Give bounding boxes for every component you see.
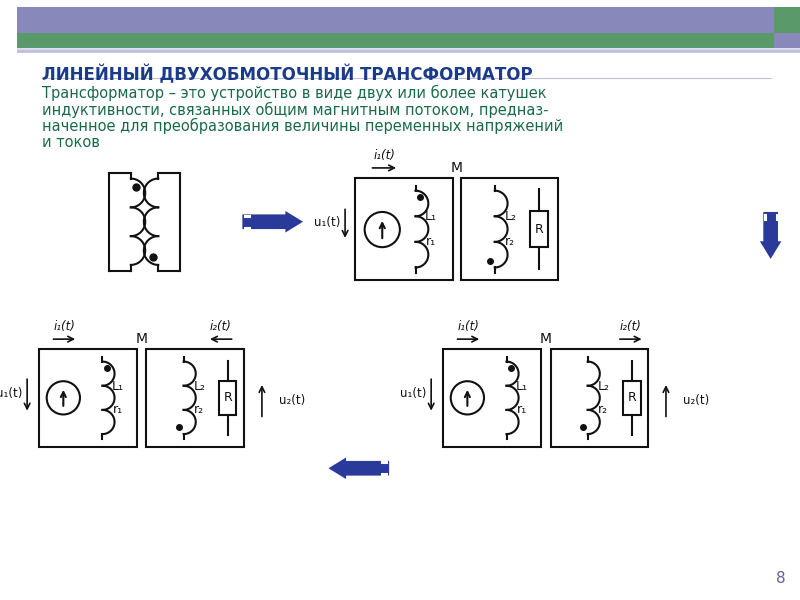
Text: u₁(t): u₁(t) xyxy=(314,217,341,229)
Text: и токов: и токов xyxy=(42,134,100,149)
FancyArrow shape xyxy=(242,211,303,232)
Bar xyxy=(18,7,774,33)
Text: ЛИНЕЙНЫЙ ДВУХОБМОТОЧНЫЙ ТРАНСФОРМАТОР: ЛИНЕЙНЫЙ ДВУХОБМОТОЧНЫЙ ТРАНСФОРМАТОР xyxy=(42,65,533,85)
Text: R: R xyxy=(534,223,543,236)
Text: r₂: r₂ xyxy=(598,403,609,416)
Text: индуктивности, связанных общим магнитным потоком, предназ-: индуктивности, связанных общим магнитным… xyxy=(42,101,548,118)
Text: r₁: r₁ xyxy=(517,403,527,416)
Bar xyxy=(623,381,641,415)
Text: i₁(t): i₁(t) xyxy=(458,320,479,333)
Text: i₂(t): i₂(t) xyxy=(620,320,642,333)
Text: r₂: r₂ xyxy=(506,235,515,248)
Bar xyxy=(550,349,648,447)
Text: L₁: L₁ xyxy=(425,210,437,223)
Bar xyxy=(18,47,800,49)
FancyArrow shape xyxy=(760,212,782,259)
Text: i₁(t): i₁(t) xyxy=(54,320,75,333)
Text: M: M xyxy=(135,332,147,346)
Text: r₁: r₁ xyxy=(426,235,436,248)
Text: Трансформатор – это устройство в виде двух или более катушек: Трансформатор – это устройство в виде дв… xyxy=(42,85,546,101)
Bar xyxy=(219,381,237,415)
Text: i₂(t): i₂(t) xyxy=(210,320,232,333)
Text: 8: 8 xyxy=(776,571,786,586)
Bar xyxy=(443,349,541,447)
Circle shape xyxy=(365,212,400,247)
Bar xyxy=(18,50,800,52)
Text: i₁(t): i₁(t) xyxy=(374,149,395,162)
Text: L₂: L₂ xyxy=(598,380,610,392)
Circle shape xyxy=(450,381,484,415)
Text: L₂: L₂ xyxy=(194,380,206,392)
Text: u₁(t): u₁(t) xyxy=(0,388,22,400)
Bar xyxy=(18,49,800,50)
Text: u₁(t): u₁(t) xyxy=(400,388,426,400)
Text: r₁: r₁ xyxy=(113,403,123,416)
Text: R: R xyxy=(627,391,636,404)
Bar xyxy=(146,349,244,447)
Text: M: M xyxy=(450,161,462,175)
Bar xyxy=(530,211,547,247)
Text: u₂(t): u₂(t) xyxy=(278,394,305,407)
Text: L₁: L₁ xyxy=(516,380,528,392)
Text: L₂: L₂ xyxy=(505,210,517,223)
Bar xyxy=(18,52,800,53)
Text: M: M xyxy=(540,332,552,346)
Bar xyxy=(355,178,453,280)
Text: u₂(t): u₂(t) xyxy=(682,394,709,407)
Bar xyxy=(18,33,774,47)
Bar xyxy=(18,49,800,50)
Text: L₁: L₁ xyxy=(112,380,124,392)
Text: r₂: r₂ xyxy=(194,403,204,416)
Bar xyxy=(774,7,800,33)
Text: наченное для преобразования величины переменных напряжений: наченное для преобразования величины пер… xyxy=(42,118,563,134)
Circle shape xyxy=(46,381,80,415)
Bar xyxy=(39,349,137,447)
Bar xyxy=(461,178,558,280)
Text: R: R xyxy=(223,391,232,404)
Bar xyxy=(774,33,800,47)
FancyArrow shape xyxy=(329,458,389,479)
